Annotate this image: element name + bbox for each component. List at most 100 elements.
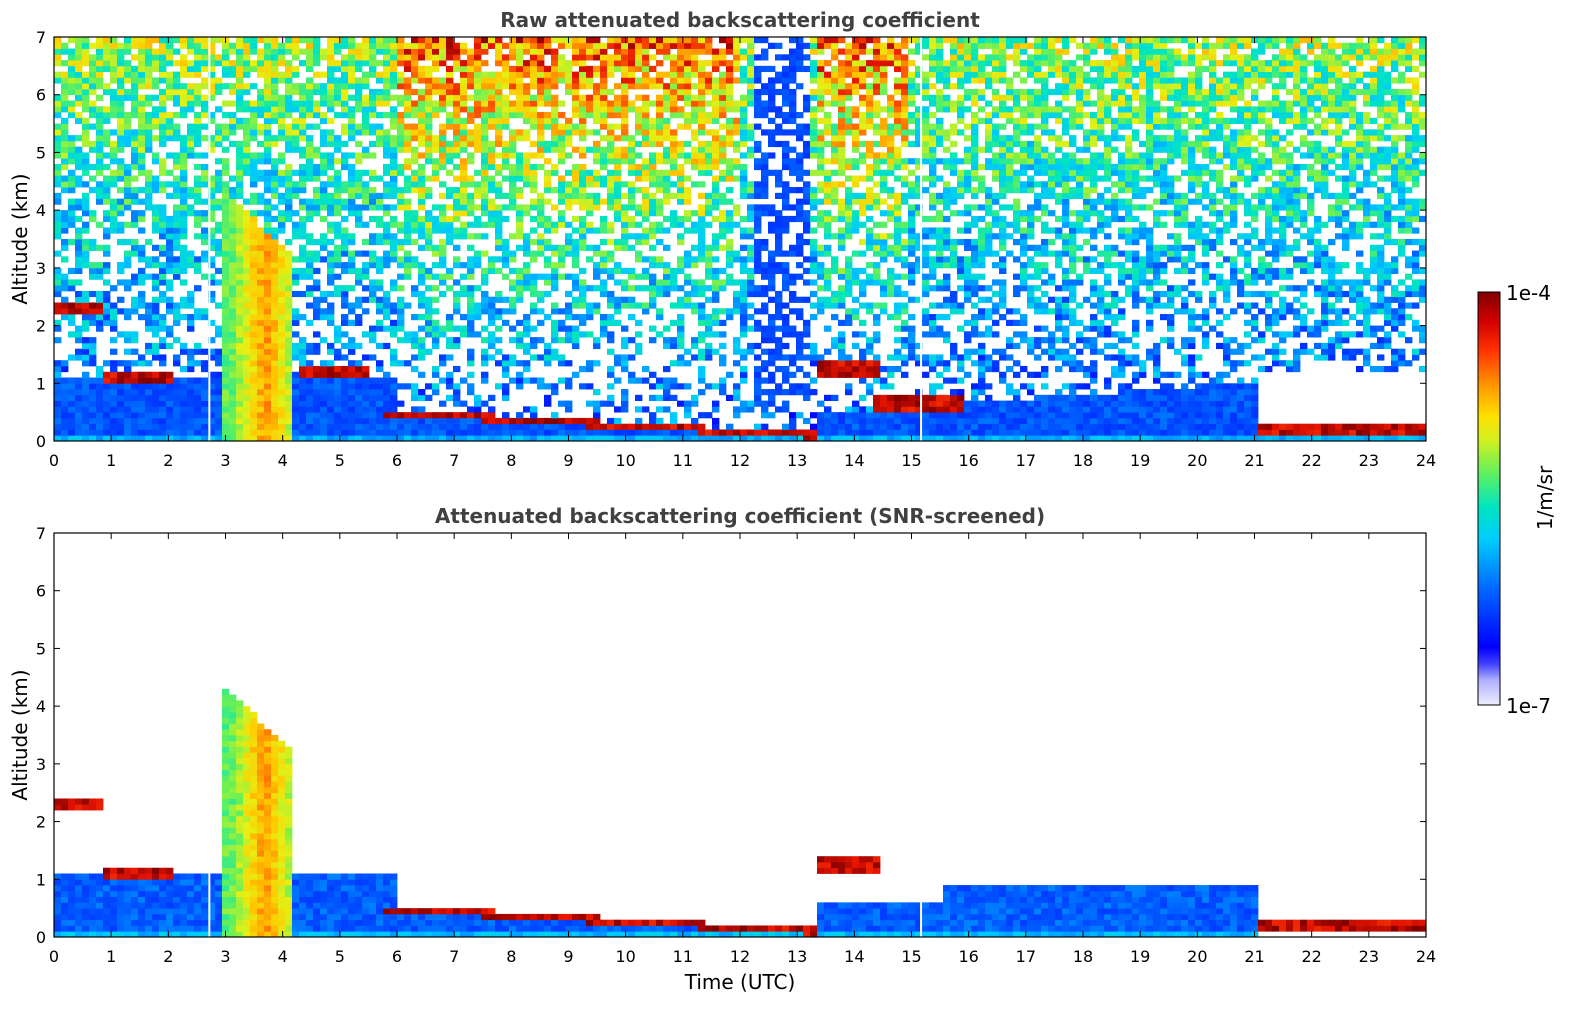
heatmap-cell bbox=[712, 181, 720, 188]
heatmap-cell bbox=[390, 389, 398, 396]
heatmap-cell bbox=[292, 267, 300, 275]
heatmap-cell bbox=[243, 48, 251, 55]
heatmap-cell bbox=[75, 406, 83, 413]
heatmap-cell bbox=[502, 417, 510, 425]
heatmap-cell bbox=[75, 100, 83, 107]
heatmap-cell bbox=[579, 279, 587, 286]
heatmap-cell bbox=[257, 394, 265, 401]
heatmap-cell bbox=[75, 112, 83, 119]
heatmap-cell bbox=[257, 262, 265, 269]
heatmap-cell bbox=[201, 65, 209, 73]
heatmap-cell bbox=[411, 181, 419, 188]
heatmap-cell bbox=[327, 175, 335, 182]
heatmap-cell bbox=[733, 348, 741, 355]
heatmap-cell bbox=[236, 140, 244, 148]
heatmap-cell bbox=[348, 383, 356, 390]
heatmap-cell bbox=[523, 100, 531, 107]
heatmap-cell bbox=[187, 106, 195, 113]
heatmap-cell bbox=[432, 65, 440, 73]
heatmap-cell bbox=[670, 88, 678, 96]
heatmap-cell bbox=[103, 302, 111, 309]
heatmap-cell bbox=[313, 239, 321, 246]
heatmap-cell bbox=[145, 325, 153, 332]
heatmap-cell bbox=[390, 163, 398, 171]
heatmap-cell bbox=[250, 285, 258, 292]
heatmap-cell bbox=[82, 314, 90, 321]
heatmap-cell bbox=[229, 365, 237, 373]
heatmap-cell bbox=[418, 348, 426, 355]
heatmap-cell bbox=[572, 296, 580, 303]
heatmap-cell bbox=[747, 42, 755, 49]
heatmap-cell bbox=[229, 187, 237, 194]
heatmap-cell bbox=[488, 256, 496, 263]
heatmap-cell bbox=[362, 406, 370, 413]
heatmap-cell bbox=[551, 106, 559, 113]
heatmap-cell bbox=[348, 389, 356, 396]
heatmap-cell bbox=[432, 221, 440, 228]
heatmap-cell bbox=[642, 169, 650, 176]
heatmap-cell bbox=[376, 383, 384, 390]
heatmap-cell bbox=[117, 117, 125, 124]
heatmap-cell bbox=[264, 100, 272, 107]
heatmap-cell bbox=[341, 54, 349, 61]
heatmap-cell bbox=[348, 365, 356, 373]
heatmap-cell bbox=[537, 319, 545, 326]
heatmap-cell bbox=[180, 233, 188, 240]
heatmap-cell bbox=[194, 400, 202, 407]
heatmap-cell bbox=[187, 146, 195, 153]
heatmap-cell bbox=[82, 325, 90, 332]
heatmap-cell bbox=[537, 435, 545, 442]
heatmap-cell bbox=[754, 163, 762, 171]
heatmap-cell bbox=[124, 192, 132, 199]
heatmap-cell bbox=[271, 100, 279, 107]
heatmap-cell bbox=[250, 412, 258, 419]
heatmap-cell bbox=[488, 319, 496, 326]
heatmap-cell bbox=[96, 302, 104, 309]
heatmap-cell bbox=[593, 262, 601, 269]
heatmap-cell bbox=[355, 365, 363, 373]
heatmap-cell bbox=[467, 423, 475, 430]
heatmap-cell bbox=[313, 331, 321, 338]
heatmap-cell bbox=[418, 435, 426, 442]
heatmap-cell bbox=[215, 406, 223, 413]
heatmap-cell bbox=[320, 181, 328, 188]
heatmap-cell bbox=[355, 296, 363, 303]
heatmap-cell bbox=[327, 37, 335, 44]
heatmap-cell bbox=[348, 239, 356, 246]
heatmap-cell bbox=[649, 54, 657, 61]
heatmap-cell bbox=[299, 60, 307, 67]
heatmap-cell bbox=[264, 400, 272, 407]
heatmap-cell bbox=[425, 273, 433, 280]
heatmap-cell bbox=[439, 54, 447, 61]
heatmap-cell bbox=[117, 383, 125, 390]
heatmap-cell bbox=[509, 233, 517, 240]
heatmap-cell bbox=[677, 187, 685, 194]
heatmap-cell bbox=[439, 412, 447, 419]
heatmap-cell bbox=[460, 106, 468, 113]
heatmap-cell bbox=[390, 394, 398, 401]
heatmap-cell bbox=[383, 94, 391, 101]
heatmap-cell bbox=[376, 377, 384, 384]
heatmap-cell bbox=[117, 100, 125, 107]
heatmap-cell bbox=[264, 331, 272, 338]
heatmap-cell bbox=[166, 285, 174, 292]
heatmap-cell bbox=[411, 290, 419, 298]
heatmap-cell bbox=[131, 83, 139, 90]
heatmap-cell bbox=[460, 181, 468, 188]
heatmap-cell bbox=[131, 198, 139, 205]
heatmap-cell bbox=[250, 394, 258, 401]
heatmap-cell bbox=[460, 88, 468, 96]
heatmap-cell bbox=[425, 106, 433, 113]
heatmap-cell bbox=[684, 406, 692, 413]
heatmap-cell bbox=[586, 94, 594, 101]
heatmap-cell bbox=[551, 308, 559, 315]
heatmap-cell bbox=[593, 181, 601, 188]
heatmap-cell bbox=[607, 158, 615, 165]
heatmap-cell bbox=[215, 169, 223, 176]
heatmap-cell bbox=[285, 406, 293, 413]
heatmap-cell bbox=[194, 54, 202, 61]
heatmap-cell bbox=[250, 383, 258, 390]
heatmap-cell bbox=[523, 37, 531, 44]
heatmap-cell bbox=[68, 175, 76, 182]
heatmap-cell bbox=[369, 377, 377, 384]
